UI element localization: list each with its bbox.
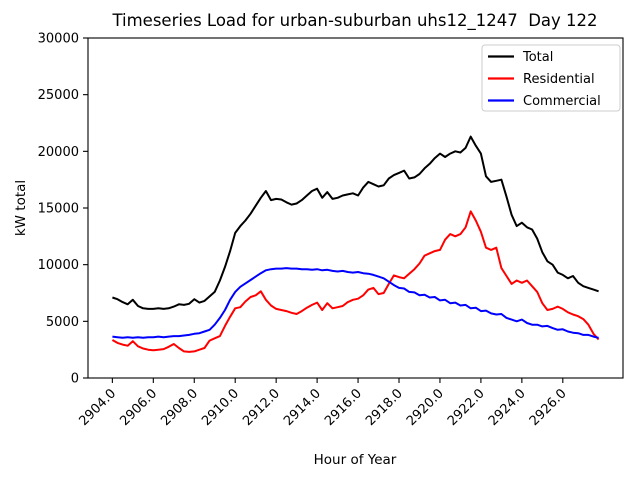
- y-tick-label: 25000: [38, 88, 79, 103]
- series-line-total: [112, 135, 599, 310]
- series-layer: [111, 135, 600, 353]
- x-tick-label: 2918.0: [363, 386, 406, 429]
- x-tick-label: 2906.0: [117, 386, 160, 429]
- x-tick-label: 2914.0: [281, 386, 324, 429]
- x-axis-label: Hour of Year: [314, 452, 397, 468]
- x-tick-label: 2910.0: [199, 386, 242, 429]
- legend-box: [481, 44, 621, 112]
- legend-label-total: Total: [522, 50, 553, 65]
- x-tick-label: 2904.0: [76, 386, 119, 429]
- legend: Total Residential Commercial: [481, 44, 621, 112]
- series-line-residential: [111, 210, 600, 353]
- y-tick-label: 20000: [38, 145, 79, 160]
- y-axis-label: kW total: [13, 180, 29, 236]
- x-tick-label: 2908.0: [158, 386, 201, 429]
- x-tick-label: 2926.0: [527, 386, 570, 429]
- series-line-commercial: [112, 267, 599, 339]
- x-tick-label: 2924.0: [486, 386, 529, 429]
- y-tick-label: 0: [71, 372, 79, 387]
- y-tick-label: 30000: [38, 32, 79, 47]
- legend-label-commercial: Commercial: [523, 94, 601, 109]
- x-tick-label: 2922.0: [445, 386, 488, 429]
- legend-label-residential: Residential: [523, 72, 595, 87]
- x-tick-label: 2912.0: [240, 386, 283, 429]
- y-tick-label: 10000: [38, 258, 79, 273]
- chart-title: Timeseries Load for urban-suburban uhs12…: [111, 11, 597, 31]
- x-tick-label: 2916.0: [322, 386, 365, 429]
- x-tick-label: 2920.0: [404, 386, 447, 429]
- y-tick-label: 5000: [46, 315, 79, 330]
- y-tick-label: 15000: [38, 202, 79, 217]
